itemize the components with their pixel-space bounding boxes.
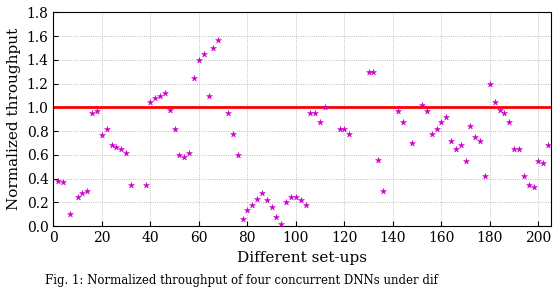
Point <box>515 147 524 151</box>
Point <box>102 126 111 131</box>
Point <box>238 217 247 221</box>
Point <box>209 46 218 50</box>
Point <box>316 119 325 124</box>
Point <box>189 75 198 80</box>
Point <box>291 194 300 199</box>
Point <box>510 147 519 151</box>
Point <box>427 131 436 136</box>
Point <box>306 111 315 116</box>
Point <box>272 214 281 219</box>
Point <box>156 93 165 98</box>
Point <box>282 200 291 205</box>
Point <box>253 197 262 201</box>
Point <box>369 70 378 74</box>
Point <box>97 133 106 137</box>
Point <box>78 191 87 195</box>
Point <box>214 37 223 42</box>
Point <box>180 155 189 160</box>
Point <box>127 182 136 187</box>
Point <box>524 182 533 187</box>
Point <box>480 174 489 179</box>
Point <box>335 126 344 131</box>
Point <box>466 124 475 129</box>
Point <box>73 194 82 199</box>
Point <box>461 159 470 163</box>
Point <box>185 150 194 155</box>
Point <box>301 202 310 207</box>
Point <box>54 179 63 183</box>
X-axis label: Different set-ups: Different set-ups <box>237 251 367 264</box>
Point <box>262 198 271 202</box>
Point <box>529 185 538 189</box>
Point <box>456 143 465 148</box>
Point <box>122 150 130 155</box>
Point <box>340 126 349 131</box>
Point <box>287 194 296 199</box>
Point <box>379 188 388 193</box>
Point <box>475 138 484 143</box>
Point <box>199 52 208 56</box>
Point <box>408 141 417 145</box>
Point <box>117 147 126 151</box>
Point <box>544 143 553 148</box>
Point <box>165 108 174 112</box>
Point <box>141 182 150 187</box>
Point <box>146 99 155 104</box>
Point <box>422 109 431 113</box>
Point <box>471 135 480 139</box>
Point <box>151 96 160 100</box>
Point <box>107 143 116 148</box>
Point <box>112 144 121 149</box>
Point <box>258 191 267 195</box>
Point <box>486 81 494 86</box>
Point <box>267 205 276 209</box>
Point <box>204 93 213 98</box>
Point <box>500 111 509 116</box>
Point <box>194 58 203 62</box>
Point <box>442 115 451 119</box>
Point <box>223 111 232 116</box>
Point <box>296 198 305 202</box>
Point <box>451 147 460 151</box>
Point <box>175 153 184 157</box>
Point <box>83 188 92 193</box>
Point <box>59 180 68 184</box>
Point <box>170 126 179 131</box>
Point <box>418 103 427 107</box>
Point <box>519 174 528 179</box>
Point <box>539 161 548 166</box>
Point <box>490 99 499 104</box>
Point <box>228 131 237 136</box>
Point <box>233 153 242 157</box>
Point <box>437 119 446 124</box>
Point <box>66 212 75 217</box>
Point <box>505 119 514 124</box>
Point <box>393 109 402 113</box>
Y-axis label: Normalized throughput: Normalized throughput <box>7 28 21 211</box>
Point <box>345 131 354 136</box>
Point <box>88 111 97 116</box>
Point <box>398 119 407 124</box>
Point <box>374 157 383 162</box>
Point <box>248 202 256 207</box>
Point <box>320 105 329 110</box>
Text: Fig. 1: Normalized throughput of four concurrent DNNs under dif: Fig. 1: Normalized throughput of four co… <box>45 274 438 287</box>
Point <box>534 159 543 163</box>
Point <box>495 108 504 112</box>
Point <box>92 109 101 113</box>
Point <box>447 138 456 143</box>
Point <box>243 207 252 212</box>
Point <box>277 222 286 226</box>
Point <box>160 91 169 95</box>
Point <box>364 70 373 74</box>
Point <box>311 111 320 116</box>
Point <box>432 126 441 131</box>
